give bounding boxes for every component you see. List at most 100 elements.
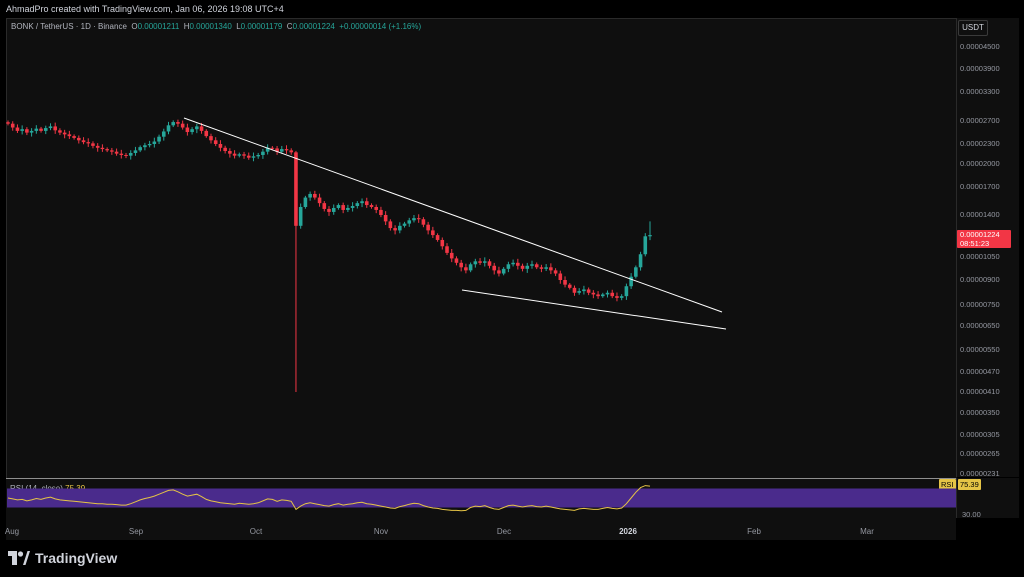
wedge-upper-trendline[interactable] bbox=[183, 117, 723, 313]
candle-body bbox=[176, 122, 180, 124]
candle-body bbox=[421, 219, 426, 225]
price-tick-label: 0.00002700 bbox=[960, 116, 1000, 125]
candle-body bbox=[530, 264, 534, 266]
price-tick-label: 0.00000265 bbox=[960, 449, 1000, 458]
candle-body bbox=[364, 201, 369, 206]
candle-body bbox=[138, 147, 142, 151]
candle-body bbox=[114, 151, 119, 154]
candle-body bbox=[431, 230, 435, 236]
candle-body bbox=[634, 267, 638, 277]
candle-body bbox=[265, 147, 270, 152]
price-tick-label: 0.00000231 bbox=[960, 469, 1000, 478]
candle-body bbox=[577, 291, 581, 293]
candle-body bbox=[383, 215, 388, 222]
candle-body bbox=[133, 150, 138, 153]
close-label: C bbox=[286, 22, 293, 31]
candle-body bbox=[506, 264, 511, 269]
open-label: O bbox=[131, 22, 138, 31]
candle-body bbox=[341, 205, 345, 210]
candle-body bbox=[237, 154, 242, 156]
price-chart-pane[interactable] bbox=[6, 18, 957, 478]
candle-body bbox=[67, 134, 72, 137]
price-tick-label: 0.00000750 bbox=[960, 300, 1000, 309]
tradingview-logo[interactable]: TradingView bbox=[8, 550, 117, 566]
wedge-lower-trendline[interactable] bbox=[461, 289, 727, 330]
candle-body bbox=[100, 147, 105, 150]
candle-body bbox=[539, 267, 544, 269]
change-value: +0.00000014 (+1.16%) bbox=[339, 22, 422, 31]
candle-body bbox=[525, 265, 530, 269]
candle-body bbox=[336, 205, 341, 208]
candle-body bbox=[20, 129, 24, 131]
candle-body bbox=[29, 130, 34, 133]
candle-body bbox=[119, 153, 124, 155]
candle-body bbox=[487, 261, 492, 266]
candle-body bbox=[360, 201, 364, 204]
candle-body bbox=[147, 144, 152, 146]
currency-selector[interactable]: USDT bbox=[958, 20, 988, 36]
candle-body bbox=[86, 142, 91, 144]
candle-body bbox=[6, 122, 10, 124]
candle-body bbox=[572, 287, 577, 293]
candle-body bbox=[110, 150, 114, 152]
candle-body bbox=[289, 150, 294, 153]
candle-body bbox=[610, 292, 615, 297]
candle-body bbox=[511, 262, 515, 265]
candle-body bbox=[261, 151, 265, 155]
candle-body bbox=[209, 136, 213, 141]
candle-body bbox=[322, 203, 327, 209]
rsi-lower-band-label: 30.00 bbox=[962, 510, 981, 519]
candle-body bbox=[190, 129, 194, 133]
candle-body bbox=[58, 130, 62, 133]
open-value: 0.00001211 bbox=[137, 22, 180, 31]
candle-body bbox=[327, 208, 331, 212]
candle-body bbox=[426, 224, 430, 231]
price-tick-label: 0.00003300 bbox=[960, 87, 1000, 96]
time-axis[interactable] bbox=[6, 518, 956, 540]
candle-body bbox=[124, 154, 128, 156]
price-tick-label: 0.00000550 bbox=[960, 345, 1000, 354]
rsi-scale-name-tag: RSI bbox=[939, 479, 956, 490]
candle-body bbox=[558, 273, 563, 280]
brand-name: TradingView bbox=[35, 550, 118, 566]
candle-body bbox=[638, 254, 643, 268]
candle-body bbox=[398, 225, 402, 231]
rsi-band bbox=[7, 488, 956, 508]
candle-body bbox=[582, 289, 586, 292]
time-tick-label: Aug bbox=[4, 527, 20, 536]
candle-body bbox=[516, 262, 520, 266]
candle-body bbox=[171, 122, 176, 126]
candle-body bbox=[412, 218, 416, 221]
candle-body bbox=[232, 153, 237, 156]
candle-body bbox=[379, 209, 383, 215]
candle-body bbox=[478, 261, 482, 263]
candle-body bbox=[449, 252, 454, 259]
candle-body bbox=[355, 203, 360, 207]
candle-body bbox=[81, 140, 86, 143]
candle-body bbox=[317, 197, 322, 204]
candle-body bbox=[128, 152, 133, 156]
candle-body bbox=[464, 267, 468, 271]
price-tick-label: 0.00003900 bbox=[960, 64, 1000, 73]
candle-body bbox=[53, 126, 57, 131]
price-tick-label: 0.00000350 bbox=[960, 408, 1000, 417]
candle-body bbox=[346, 207, 350, 210]
candle-body bbox=[251, 156, 256, 158]
candle-body bbox=[497, 270, 501, 274]
tradingview-logo-icon bbox=[8, 551, 30, 565]
candle-body bbox=[492, 265, 497, 271]
bar-countdown: 08:51:23 bbox=[960, 239, 990, 248]
candle-body bbox=[298, 206, 303, 226]
candle-body bbox=[605, 292, 610, 295]
candle-body bbox=[591, 292, 596, 295]
candle-body bbox=[246, 155, 251, 158]
candle-body bbox=[648, 235, 652, 237]
candle-body bbox=[62, 132, 67, 135]
symbol-name[interactable]: BONK / TetherUS · 1D · Binance bbox=[11, 22, 127, 31]
candle-body bbox=[195, 126, 199, 130]
candle-body bbox=[553, 270, 558, 274]
candle-body bbox=[91, 143, 95, 146]
price-tick-label: 0.00000900 bbox=[960, 275, 1000, 284]
candle-body bbox=[445, 246, 449, 253]
price-tick-label: 0.00000410 bbox=[960, 387, 1000, 396]
